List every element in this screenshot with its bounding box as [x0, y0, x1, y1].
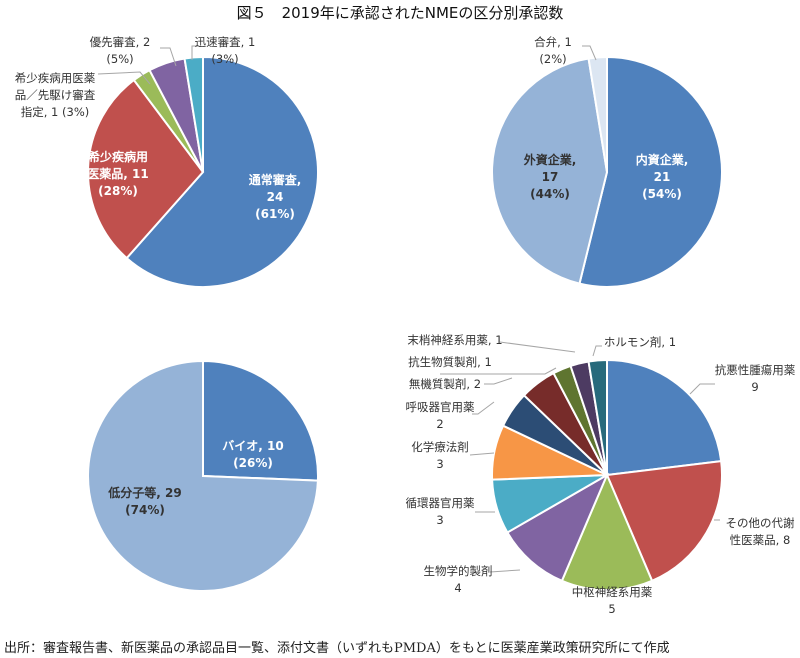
data-label-line: (26%): [233, 456, 273, 470]
data-label-line: (2%): [539, 52, 566, 66]
data-label: 希少疾病用医薬品／先駆け審査指定, 1 (3%): [15, 71, 96, 119]
data-label: 低分子等, 29 (74%): [107, 485, 181, 517]
data-label-line: 希少疾病用医薬: [15, 71, 96, 85]
data-label-line: 優先審査, 2: [90, 35, 151, 49]
data-label: 優先審査, 2 (5%): [90, 35, 151, 66]
source-note: 出所：審査報告書、新医薬品の承認品目一覧、添付文書（いずれもPMDA）をもとに医…: [4, 640, 670, 656]
data-label-line: 生物学的製剤: [424, 564, 493, 578]
data-label-line: (28%): [98, 184, 138, 198]
data-label-line: 24: [267, 190, 284, 204]
data-label-line: (44%): [530, 187, 570, 201]
data-label-line: (54%): [642, 187, 682, 201]
data-label-line: 循環器官用薬: [406, 496, 475, 510]
leader-line: [484, 377, 513, 385]
data-label-line: (61%): [255, 207, 295, 221]
pie-slice-バイオ: [202, 359, 319, 482]
data-label: バイオ, 10 (26%): [222, 439, 283, 470]
data-label-line: 希少疾病用: [87, 149, 148, 164]
pie-chart-3: バイオ, 10 (26%) 低分子等, 29 (74%): [87, 359, 319, 592]
leader-line: [472, 401, 495, 415]
data-label-line: 呼吸器官用薬: [406, 400, 475, 414]
data-label-line: 17: [542, 170, 559, 184]
pie-slice-合弁: [587, 55, 608, 173]
data-label: 迅速審査, 1 (3%): [195, 35, 256, 66]
data-label: 末梢神経系用薬, 1: [407, 333, 502, 347]
leader-line: [440, 367, 557, 375]
data-label-line: 内資企業,: [636, 152, 689, 167]
data-label-line: 医薬品, 11: [87, 166, 148, 181]
pie-slice-外資企業: [491, 57, 609, 285]
data-label-line: バイオ, 10: [222, 439, 283, 453]
data-label-line: 無機質製剤, 2: [409, 377, 481, 391]
data-label-line: (3%): [211, 52, 238, 66]
data-label-line: 3: [436, 457, 443, 471]
data-label: 呼吸器官用薬 2: [406, 400, 475, 431]
data-label-line: 3: [436, 513, 443, 527]
data-label-line: 合弁, 1: [534, 35, 572, 49]
data-label: 通常審査, 24 (61%): [249, 172, 302, 221]
data-label-line: 4: [454, 581, 461, 595]
pie-slice-希少疾病用医薬品: [87, 78, 205, 260]
pie-chart-4: 抗悪性腫瘍用薬 9 その他の代謝性医薬品, 8 中枢神経系用薬 5 生物学的製剤 4 循環器官…: [406, 333, 796, 616]
data-label-line: 末梢神経系用薬, 1: [407, 333, 502, 347]
pie-slice-その他の代謝性医薬品: [605, 460, 723, 583]
data-label-line: (5%): [106, 52, 133, 66]
data-label: その他の代謝性医薬品, 8: [726, 516, 795, 547]
pie-slice-内資企業: [578, 55, 723, 288]
pie-chart-2: 内資企業, 21 (54%) 外資企業, 17 (44%) 合弁, 1 (2%): [491, 35, 723, 288]
data-label-line: 通常審査,: [249, 172, 302, 187]
data-label: 生物学的製剤 4: [424, 564, 493, 595]
pie-slice-中枢神経系用薬: [560, 472, 654, 591]
data-label: 外資企業, 17 (44%): [524, 152, 577, 201]
leader-line: [97, 71, 151, 85]
data-label-line: 中枢神経系用薬: [572, 585, 653, 599]
leader-line: [689, 383, 715, 395]
data-label-line: 9: [751, 380, 758, 394]
leader-line: [469, 452, 495, 456]
data-label-line: 5: [608, 602, 615, 616]
leader-line: [592, 345, 602, 357]
leader-line: [499, 341, 576, 353]
data-label: 無機質製剤, 2: [409, 377, 481, 391]
data-label: 化学療法剤 3: [411, 440, 469, 471]
data-label-line: 指定, 1 (3%): [21, 105, 90, 119]
chart-title: 図５ 2019年に承認されたNMEの区分別承認数: [237, 4, 564, 22]
pie-slice-抗悪性腫瘍用薬: [606, 358, 723, 477]
pie-slice-低分子等: [87, 359, 319, 592]
leader-line: [191, 45, 198, 60]
data-label: 合弁, 1 (2%): [534, 35, 572, 66]
data-label: 中枢神経系用薬 5: [572, 585, 653, 616]
data-label: 循環器官用薬 3: [406, 496, 475, 527]
data-label-line: 迅速審査, 1: [195, 35, 256, 49]
data-label-line: 抗生物質製剤, 1: [408, 355, 492, 369]
data-label: 抗生物質製剤, 1: [408, 355, 492, 369]
data-label: 希少疾病用医薬品, 11 (28%): [87, 149, 149, 198]
data-label: 抗悪性腫瘍用薬 9: [715, 363, 796, 394]
pie-slice-迅速審査: [183, 55, 204, 173]
leader-line: [582, 45, 597, 61]
data-label-line: その他の代謝: [726, 516, 795, 530]
pie-slice-ホルモン剤: [587, 358, 608, 476]
leader-line: [489, 569, 521, 573]
data-label-line: ホルモン剤, 1: [604, 335, 676, 349]
data-label-line: 化学療法剤: [411, 440, 469, 454]
data-label-line: 抗悪性腫瘍用薬: [715, 363, 796, 377]
leader-line: [160, 47, 177, 67]
data-label-line: 21: [654, 170, 671, 184]
data-label-line: (74%): [125, 503, 165, 517]
pie-chart-1: 通常審査, 24 (61%) 希少疾病用医薬品, 11 (28%) 希少疾病用医薬品／先駆…: [15, 35, 319, 288]
data-label-line: 2: [436, 417, 443, 431]
data-label-line: 外資企業,: [524, 152, 577, 167]
data-label: 内資企業, 21 (54%): [636, 152, 689, 201]
data-label-line: 品／先駆け審査: [15, 88, 96, 102]
data-label-line: 低分子等, 29: [107, 485, 181, 500]
pie-slice-生物学的製剤: [506, 472, 610, 583]
pie-slice-通常審査: [125, 55, 319, 288]
data-label: ホルモン剤, 1: [604, 335, 676, 349]
data-label-line: 性医薬品, 8: [730, 533, 791, 547]
